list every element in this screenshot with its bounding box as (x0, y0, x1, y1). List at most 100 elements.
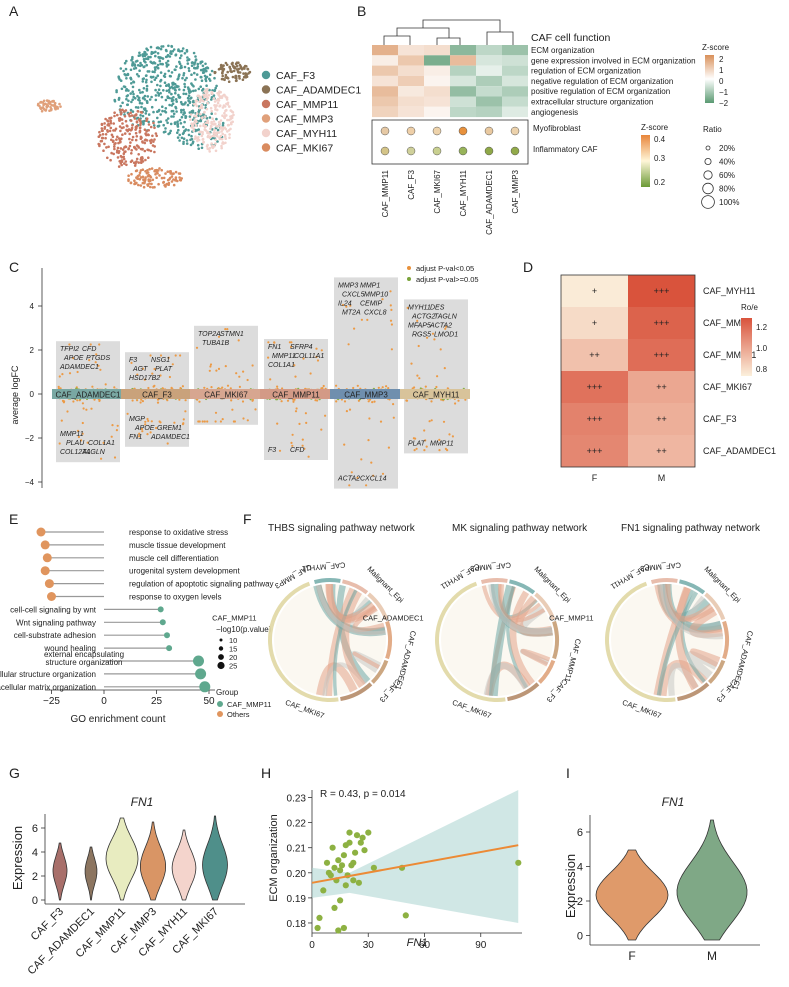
chord-link (488, 584, 515, 697)
umap-cell (217, 131, 221, 134)
gene-point (115, 429, 118, 432)
umap-cell (230, 70, 234, 73)
gene-point (130, 361, 133, 364)
umap-cell (208, 132, 211, 135)
panel-a: A CAF_F3CAF_ADAMDEC1CAF_MMP11CAF_MMP3CAF… (9, 3, 361, 189)
umap-cell (242, 75, 246, 79)
gene-point (435, 385, 438, 389)
umap-cell (129, 108, 133, 112)
gene-point (278, 449, 282, 452)
scatter-point (361, 847, 368, 854)
umap-cell (117, 137, 121, 140)
umap-cell (165, 89, 169, 93)
scatter-point (370, 864, 377, 871)
umap-cell (136, 106, 140, 109)
legend-label-caf_f3: CAF_F3 (276, 70, 315, 82)
umap-cell (164, 48, 168, 52)
chord-link (483, 662, 529, 696)
x-tick-label: 0 (101, 696, 107, 707)
cluster-label: CAF_MMP3 (344, 391, 388, 400)
umap-cell (162, 123, 165, 127)
violin-caf_f3 (52, 842, 68, 901)
umap-cell (182, 125, 185, 129)
umap-cell (135, 113, 138, 116)
umap-cell (166, 59, 170, 63)
gene-point (352, 386, 355, 390)
scatter-point (331, 904, 338, 912)
umap-cell (166, 117, 170, 120)
gene-point (301, 444, 304, 447)
gene-point (86, 441, 89, 444)
roe-cell (628, 371, 695, 403)
gene-point (294, 375, 297, 378)
lollipop-dot (164, 632, 170, 639)
gene-point (438, 438, 441, 441)
umap-cell (120, 163, 123, 167)
umap-cell (136, 177, 139, 180)
gene-point (390, 348, 393, 351)
umap-cell (143, 94, 147, 98)
umap-cell (174, 91, 177, 95)
gene-point (246, 419, 249, 422)
umap-cell (143, 107, 147, 111)
lollipop-dot (166, 645, 173, 652)
gene-label-up: ACTA2 (429, 322, 452, 329)
umap-cell (182, 131, 185, 135)
gene-point (81, 421, 84, 425)
gene-point (254, 408, 257, 411)
umap-cell (138, 173, 141, 177)
regression-line (311, 844, 519, 884)
gene-label-up: MMP1 (360, 282, 380, 289)
gene-point (320, 428, 323, 431)
umap-cell (130, 100, 133, 104)
umap-cell (205, 90, 209, 94)
scatter-point (350, 859, 357, 866)
cluster-band (121, 389, 191, 399)
umap-cell (177, 128, 180, 132)
umap-cell (194, 89, 197, 92)
umap-cell (221, 114, 224, 117)
heat-cell (398, 55, 424, 66)
umap-cell (161, 109, 164, 113)
umap-cell (214, 122, 217, 126)
heat-cell (450, 106, 476, 118)
gene-point (149, 354, 152, 357)
umap-cell (181, 103, 185, 106)
umap-cell (200, 79, 204, 82)
chord-link (352, 651, 380, 669)
umap-cell (169, 122, 173, 126)
umap-cell (235, 68, 239, 71)
umap-cell (175, 100, 178, 103)
gene-label-up: MT2A (342, 309, 361, 316)
heat-row-label: negative regulation of ECM organization (531, 77, 673, 86)
ratio-legend: Ratio 20% 40% 60% 80% 100% (701, 125, 739, 209)
umap-cell (178, 133, 181, 137)
umap-cell (125, 77, 128, 80)
umap-cell (205, 107, 209, 111)
umap-cell (242, 72, 245, 75)
gene-point (102, 441, 105, 444)
gene-point (440, 398, 443, 401)
umap-cell (135, 120, 139, 124)
umap-cell (221, 106, 225, 109)
chord-link (509, 590, 535, 686)
umap-cell (187, 67, 191, 70)
gene-point (182, 418, 185, 421)
umap-cell (201, 89, 204, 92)
dot-inflammatory (510, 146, 520, 156)
legend-dot-caf_mki67 (261, 143, 271, 152)
umap-cell (170, 44, 173, 48)
umap-cell (207, 93, 211, 97)
gene-point (428, 420, 431, 423)
gene-label-up: NSG1 (151, 357, 170, 364)
umap-cell (215, 84, 218, 88)
gene-point (360, 458, 363, 461)
gene-point (439, 348, 442, 351)
roe-cell (628, 339, 695, 371)
dotplot-frame (371, 119, 529, 165)
umap-cell (228, 136, 231, 139)
umap-cell (144, 57, 148, 60)
gene-point (315, 347, 318, 350)
umap-cell (216, 140, 219, 143)
heat-row-label: angiogenesis (531, 108, 578, 117)
